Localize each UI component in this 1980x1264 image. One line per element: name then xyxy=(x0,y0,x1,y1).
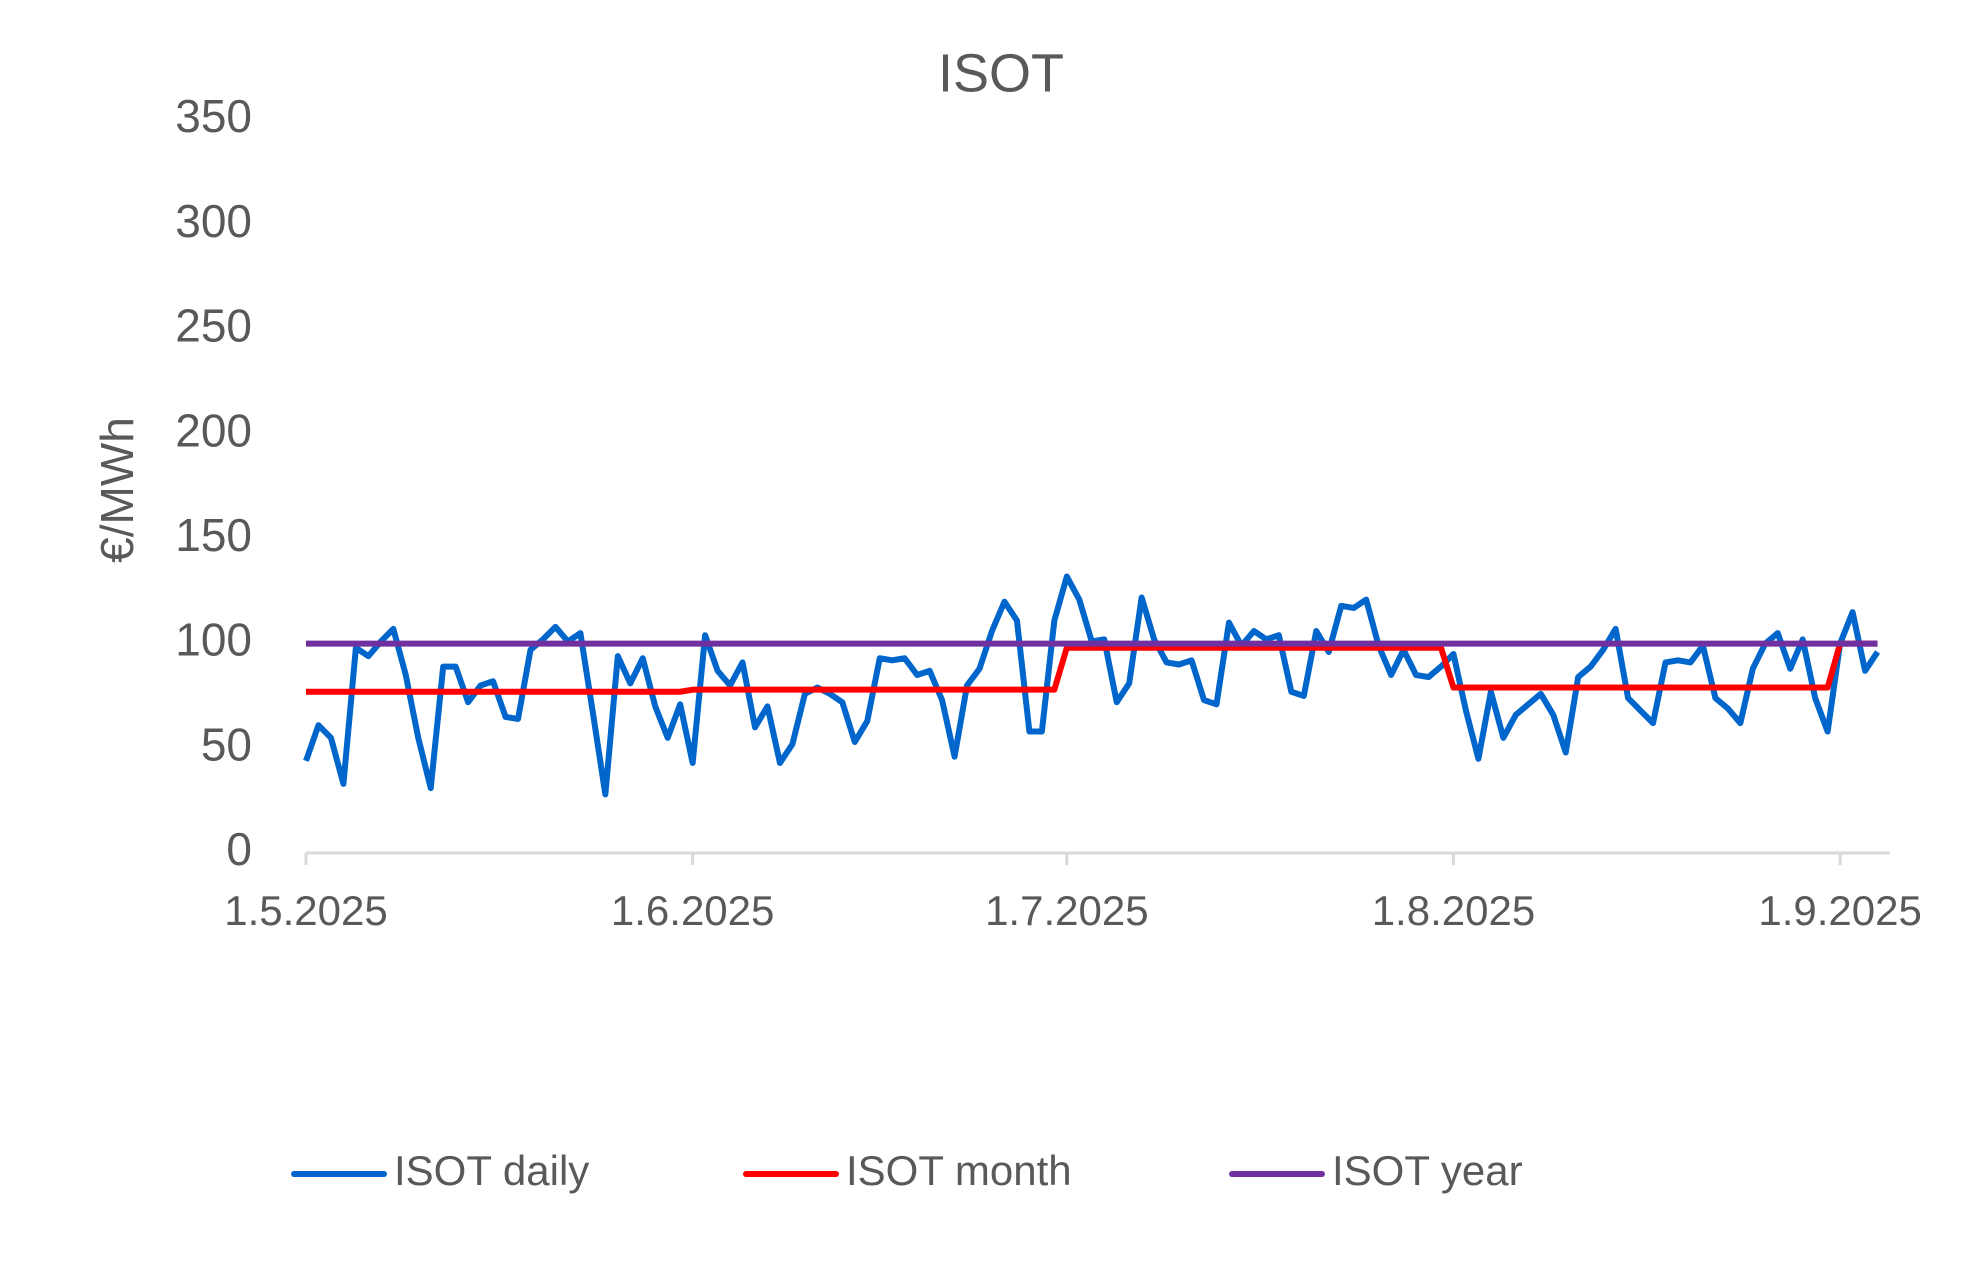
legend-label: ISOT month xyxy=(846,1147,1072,1194)
data-line xyxy=(306,640,1878,695)
legend-label: ISOT daily xyxy=(394,1147,589,1194)
legend-label: ISOT year xyxy=(1332,1147,1523,1194)
y-axis-label: €/MWh xyxy=(91,417,143,563)
y-tick-label: 100 xyxy=(175,614,252,666)
x-tick-label: 1.5.2025 xyxy=(224,887,388,934)
y-tick-label: 350 xyxy=(175,90,252,142)
x-tick-label: 1.9.2025 xyxy=(1758,887,1922,934)
y-tick-label: 50 xyxy=(201,718,252,770)
x-tick-label: 1.8.2025 xyxy=(1372,887,1536,934)
y-tick-label: 300 xyxy=(175,195,252,247)
y-tick-label: 250 xyxy=(175,300,252,352)
y-tick-label: 0 xyxy=(226,823,252,875)
x-tick-label: 1.6.2025 xyxy=(611,887,775,934)
chart-title: ISOT xyxy=(938,43,1064,103)
y-tick-label: 200 xyxy=(175,404,252,456)
y-tick-label: 150 xyxy=(175,509,252,561)
x-tick-label: 1.7.2025 xyxy=(985,887,1149,934)
